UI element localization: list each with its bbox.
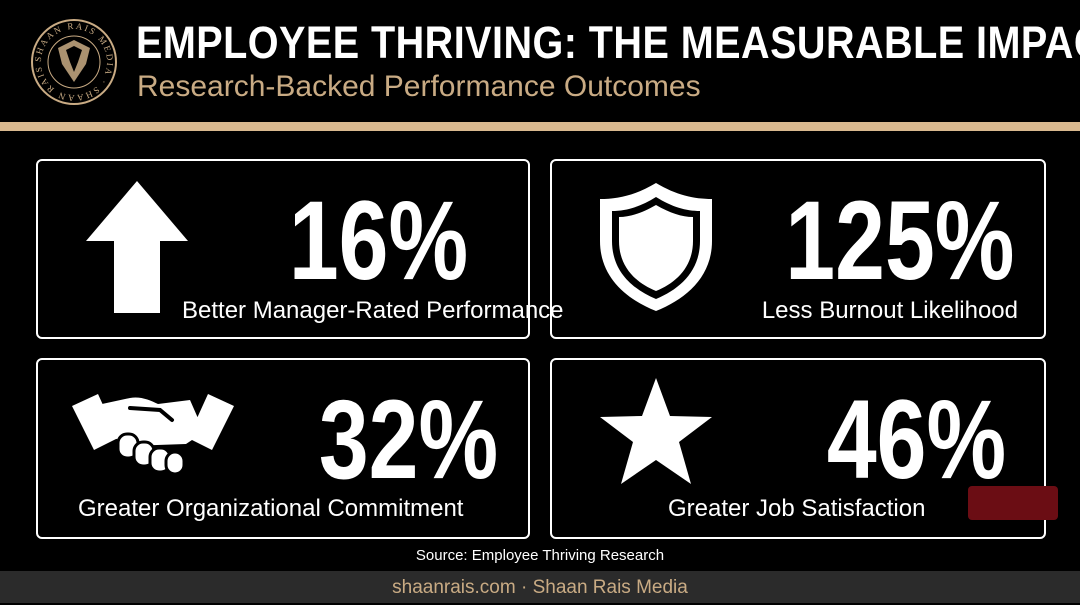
page-title: EMPLOYEE THRIVING: THE MEASURABLE IMPACT: [136, 17, 1080, 68]
stat-value: 32%: [318, 377, 498, 502]
decorative-red-mark: [968, 486, 1058, 520]
stat-card-burnout: 125% Less Burnout Likelihood: [550, 159, 1046, 339]
footer-text: shaanrais.com · Shaan Rais Media: [392, 577, 688, 598]
handshake-icon: [72, 394, 234, 476]
shield-icon: [600, 183, 712, 311]
stat-value: 125%: [784, 178, 1014, 303]
stat-card-performance: 16% Better Manager-Rated Performance: [36, 159, 564, 339]
stat-value: 16%: [288, 178, 468, 303]
arrow-up-icon: [86, 181, 188, 313]
page-subtitle: Research-Backed Performance Outcomes: [137, 70, 701, 103]
stat-card-satisfaction: 46% Greater Job Satisfaction: [550, 358, 1046, 539]
footer-bar: shaanrais.com · Shaan Rais Media: [0, 571, 1080, 603]
accent-divider: [0, 122, 1080, 131]
stat-label: Less Burnout Likelihood: [761, 297, 1018, 324]
stat-card-commitment: 32% Greater Organizational Commitment: [36, 358, 530, 539]
shaan-rais-media-logo: SHAAN RAIS MEDIA · SHAAN RAIS MEDIA ·: [30, 18, 117, 105]
stat-label: Greater Organizational Commitment: [78, 495, 464, 522]
stat-value: 46%: [826, 377, 1006, 502]
star-icon: [600, 378, 712, 484]
stat-label: Better Manager-Rated Performance: [182, 297, 564, 324]
stat-label: Greater Job Satisfaction: [668, 495, 926, 522]
source-note: Source: Employee Thriving Research: [415, 547, 665, 564]
